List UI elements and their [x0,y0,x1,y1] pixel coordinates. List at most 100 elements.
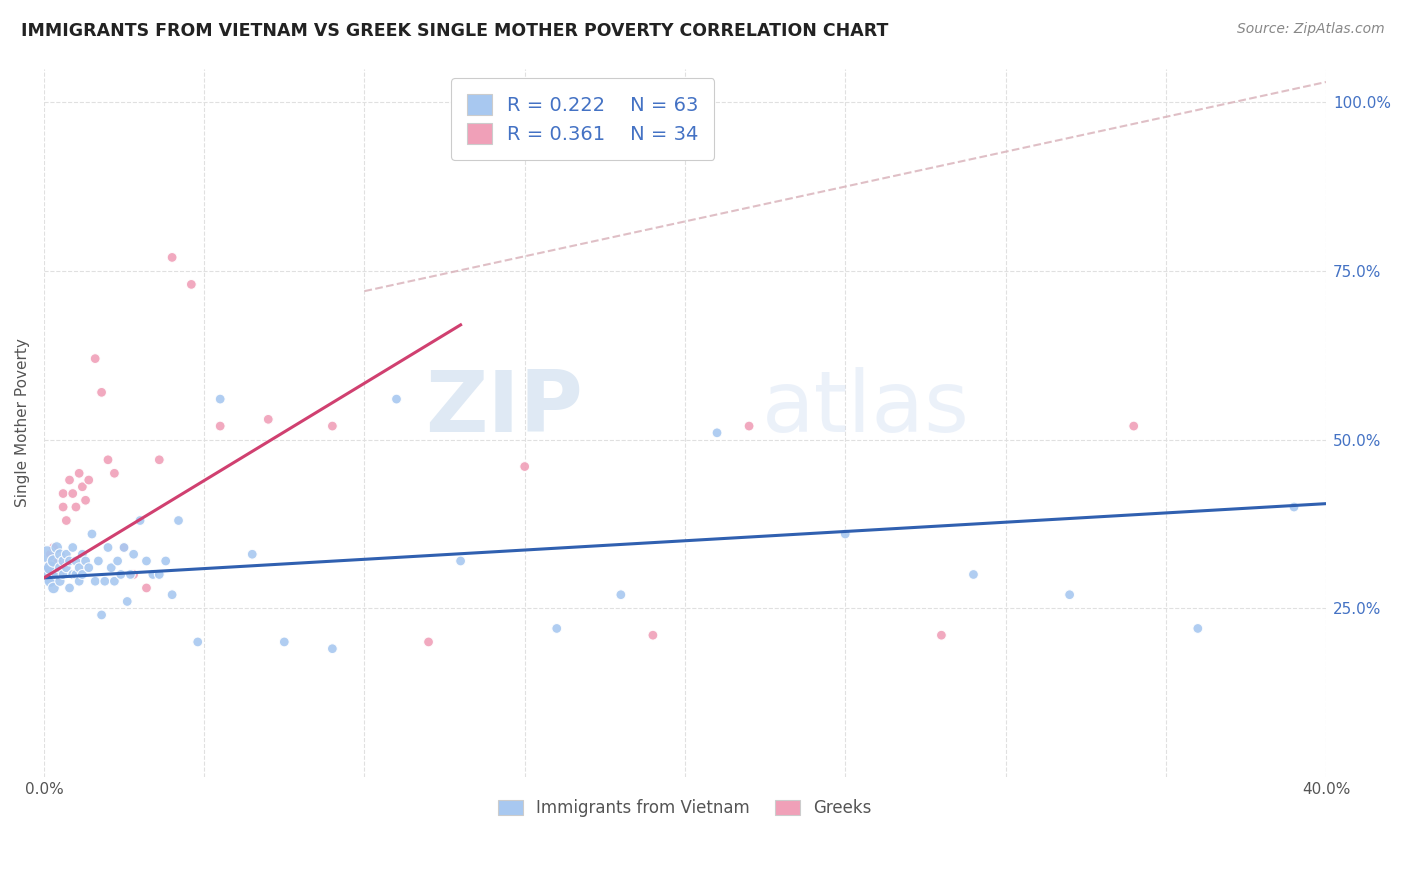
Point [160,251,183,265]
Point [257,412,280,426]
Text: IMMIGRANTS FROM VIETNAM VS GREEK SINGLE MOTHER POVERTY CORRELATION CHART: IMMIGRANTS FROM VIETNAM VS GREEK SINGLE … [21,22,889,40]
Point [1282,500,1305,514]
Point [77,473,100,487]
Point [931,628,953,642]
Point [55,560,77,574]
Point [84,351,107,366]
Point [273,635,295,649]
Point [67,574,90,589]
Point [112,541,135,555]
Point [77,560,100,574]
Point [58,554,80,568]
Point [84,574,107,589]
Point [52,554,75,568]
Point [97,452,120,467]
Point [90,607,112,622]
Point [135,581,157,595]
Point [42,581,65,595]
Point [1187,622,1209,636]
Point [67,467,90,481]
Point [180,277,202,292]
Point [72,567,94,582]
Point [49,547,72,561]
Point [62,567,84,582]
Point [148,452,170,467]
Point [94,574,117,589]
Point [706,425,728,440]
Point [122,567,145,582]
Point [35,547,58,561]
Point [39,560,62,574]
Point [321,641,343,656]
Point [75,493,97,508]
Point [35,560,58,574]
Point [62,486,84,500]
Point [52,567,75,582]
Point [135,554,157,568]
Point [97,541,120,555]
Point [90,385,112,400]
Point [45,567,67,582]
Point [35,567,58,582]
Point [49,574,72,589]
Point [962,567,984,582]
Point [62,541,84,555]
Point [738,419,761,434]
Point [209,392,232,406]
Point [55,514,77,528]
Text: atlas: atlas [762,367,970,450]
Point [42,541,65,555]
Point [42,554,65,568]
Point [87,554,110,568]
Point [142,567,165,582]
Point [49,567,72,582]
Point [100,560,122,574]
Point [110,567,132,582]
Point [103,574,125,589]
Y-axis label: Single Mother Poverty: Single Mother Poverty [15,338,30,508]
Point [58,473,80,487]
Point [65,554,87,568]
Point [112,541,135,555]
Point [45,554,67,568]
Point [107,554,129,568]
Point [513,459,536,474]
Point [65,500,87,514]
Point [610,588,633,602]
Point [72,547,94,561]
Point [160,588,183,602]
Point [72,480,94,494]
Text: Source: ZipAtlas.com: Source: ZipAtlas.com [1237,22,1385,37]
Point [120,567,142,582]
Point [450,554,472,568]
Point [1059,588,1081,602]
Point [55,547,77,561]
Point [129,514,152,528]
Point [80,527,103,541]
Point [45,541,67,555]
Point [167,514,190,528]
Point [39,574,62,589]
Point [834,527,856,541]
Point [240,547,263,561]
Point [39,547,62,561]
Point [65,567,87,582]
Point [52,500,75,514]
Point [546,622,568,636]
Point [115,594,138,608]
Point [122,547,145,561]
Point [187,635,209,649]
Point [148,567,170,582]
Point [385,392,408,406]
Point [75,554,97,568]
Point [67,560,90,574]
Legend: Immigrants from Vietnam, Greeks: Immigrants from Vietnam, Greeks [489,790,880,825]
Point [418,635,440,649]
Point [209,419,232,434]
Point [103,467,125,481]
Point [49,560,72,574]
Point [321,419,343,434]
Point [52,486,75,500]
Point [58,581,80,595]
Text: ZIP: ZIP [425,367,582,450]
